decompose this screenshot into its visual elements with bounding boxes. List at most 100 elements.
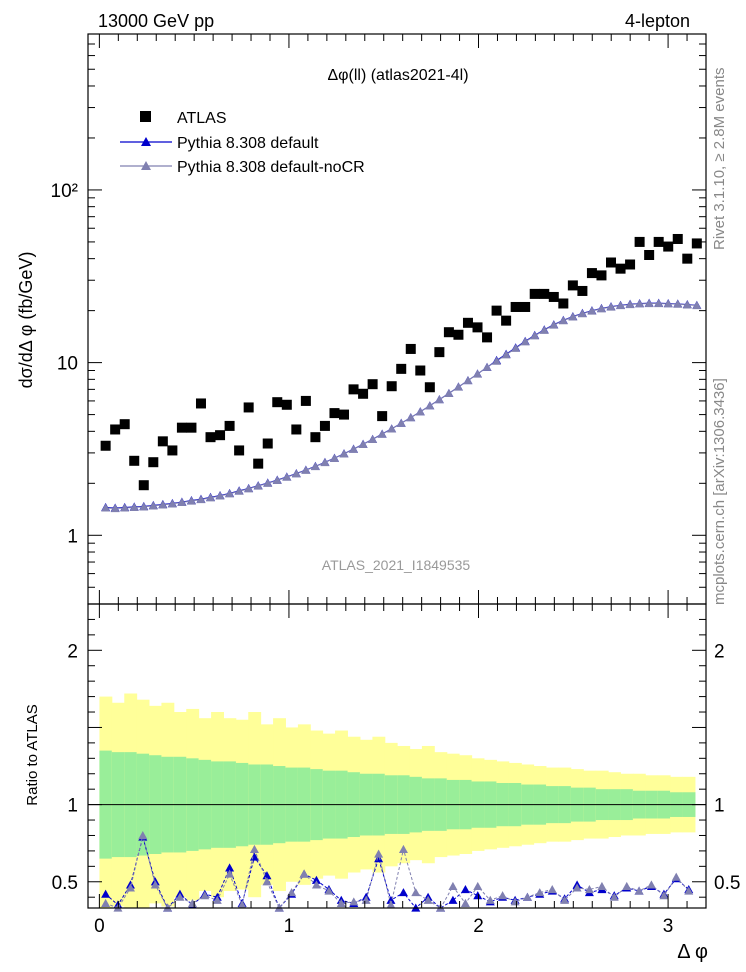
ratio-mc-point: [498, 891, 508, 900]
atlas-data-point: [100, 440, 111, 451]
ratio-mc-point: [212, 895, 222, 904]
main-mc-point: [663, 299, 673, 308]
atlas-data-point: [386, 381, 397, 392]
atlas-data-point: [415, 365, 426, 376]
ratio-uncertainty-bands: [99, 693, 696, 908]
atlas-data-point: [205, 432, 216, 443]
atlas-data-point: [653, 236, 664, 247]
main-mc-point: [530, 331, 540, 340]
main-mc-point: [206, 493, 216, 502]
ratio-mc-point: [411, 888, 421, 897]
atlas-data-point: [396, 363, 407, 374]
atlas-data-point: [358, 388, 369, 399]
main-mc-point: [549, 320, 559, 329]
legend-marker-atlas: [140, 111, 151, 122]
atlas-data-point: [243, 402, 254, 413]
atlas-data-point: [577, 285, 588, 296]
ratio-mc-point: [125, 883, 135, 892]
atlas-data-point: [520, 301, 531, 312]
main-mc-point: [186, 496, 196, 505]
main-mc-point: [453, 382, 463, 391]
legend-marker-mc: [141, 161, 151, 170]
header-process-label: 4-lepton: [625, 11, 690, 31]
ratio-mc-point: [386, 895, 396, 904]
atlas-data-point: [176, 422, 187, 433]
ratio-series-layer: [101, 830, 694, 912]
main-mc-point: [473, 369, 483, 378]
atlas-data-point: [462, 317, 473, 328]
atlas-data-point: [119, 419, 130, 430]
main-mc-point: [349, 444, 359, 453]
legend-label: Pythia 8.308 default: [177, 135, 319, 152]
ratio-mc-point: [646, 880, 656, 889]
ratio-mc-point: [634, 886, 644, 895]
ratio-mc-point: [560, 895, 570, 904]
ratio-mc-point: [237, 900, 247, 909]
ratio-mc-point: [398, 888, 408, 897]
atlas-data-point: [339, 409, 350, 420]
ratio-mc-point: [485, 895, 495, 904]
atlas-data-point: [405, 343, 416, 354]
main-mc-point: [692, 301, 702, 310]
atlas-data-point: [377, 411, 388, 422]
main-mc-point: [158, 500, 168, 509]
main-mc-point: [568, 312, 578, 321]
ratio-mc-point: [299, 869, 309, 878]
ratio-mc-point: [547, 884, 557, 894]
atlas-data-point: [586, 268, 597, 279]
ratio-mc-point: [262, 871, 272, 880]
atlas-data-point: [167, 445, 178, 456]
atlas-data-point: [300, 395, 311, 406]
atlas-data-point: [634, 236, 645, 247]
main-mc-point: [501, 350, 511, 359]
main-mc-point: [291, 469, 301, 478]
ratio-y-tick-label-right: 1: [714, 796, 725, 817]
main-mc-point: [520, 337, 530, 346]
main-mc-point: [606, 302, 616, 311]
atlas-data-point: [272, 397, 283, 408]
main-mc-point: [587, 306, 597, 315]
ratio-mc-point: [175, 892, 185, 901]
atlas-data-point: [234, 445, 245, 456]
atlas-data-point: [691, 238, 702, 249]
main-mc-point: [396, 418, 406, 427]
main-y-axis-label: dσ/dΔ φ (fb/GeV): [16, 252, 36, 389]
atlas-data-point: [482, 332, 493, 343]
ratio-mc-point: [584, 884, 594, 894]
atlas-data-point: [215, 430, 226, 441]
plot-title: Δφ(ll) (atlas2021-4l): [327, 67, 468, 84]
ratio-mc-point: [200, 891, 210, 900]
main-mc-point: [577, 309, 587, 318]
atlas-data-point: [453, 329, 464, 340]
ratio-mc-point: [336, 898, 346, 907]
main-mc-point: [234, 486, 244, 495]
main-mc-point: [177, 497, 187, 507]
atlas-data-point: [195, 398, 206, 409]
ratio-mc-point: [138, 830, 148, 840]
atlas-data-point: [615, 263, 626, 274]
ratio-mc-point: [522, 892, 532, 901]
main-mc-point: [558, 316, 568, 325]
main-mc-point: [215, 491, 225, 500]
ratio-mc-point: [225, 863, 235, 872]
atlas-data-point: [443, 327, 454, 338]
x-tick-label: 0: [94, 916, 105, 937]
ratio-mc-point: [349, 897, 359, 906]
main-mc-point: [654, 298, 664, 308]
ratio-mc-point: [225, 869, 235, 878]
ratio-mc-point: [572, 883, 582, 892]
atlas-data-point: [348, 384, 359, 395]
ratio-mc-point: [262, 877, 272, 886]
atlas-data-point: [606, 257, 617, 268]
atlas-data-point: [138, 480, 149, 491]
main-mc-point: [635, 299, 645, 308]
ratio-mc-point: [324, 886, 334, 895]
atlas-data-point: [501, 315, 512, 326]
main-mc-point: [148, 501, 158, 510]
ratio-y-tick-label-right: 2: [714, 641, 725, 662]
atlas-data-point: [539, 288, 550, 299]
atlas-data-point: [157, 436, 168, 447]
atlas-data-point: [625, 259, 636, 270]
mcplots-label: mcplots.cern.ch [arXiv:1306.3436]: [711, 378, 728, 605]
main-mc-point: [539, 325, 549, 334]
